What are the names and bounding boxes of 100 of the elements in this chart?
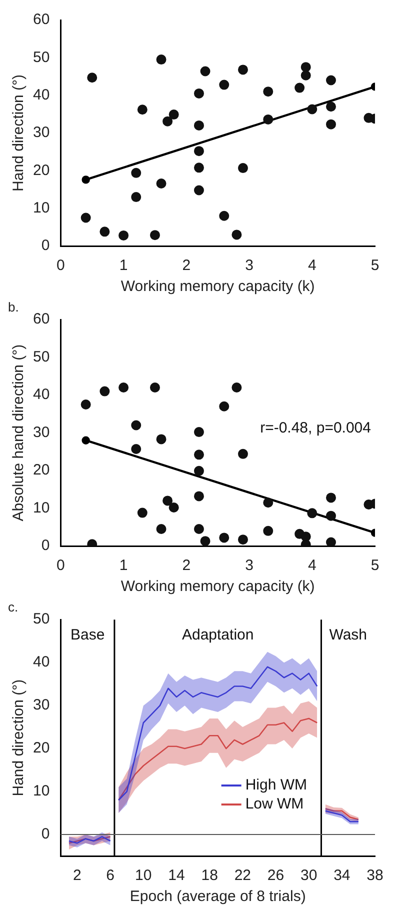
point [300, 70, 311, 80]
point [150, 230, 160, 240]
y-tick-label: 10 [32, 499, 50, 516]
point [238, 448, 248, 459]
chart-title: c. [8, 599, 18, 614]
point [118, 230, 129, 240]
x-tick-label: 2 [182, 257, 191, 274]
x-tick-label: 0 [56, 257, 65, 274]
y-tick-label: 40 [32, 654, 50, 671]
y-tick-label: 40 [32, 86, 50, 104]
chart-title: b. [8, 299, 19, 314]
point [168, 502, 179, 513]
point [168, 110, 179, 120]
x-tick-label: 30 [300, 867, 318, 884]
point [194, 185, 204, 196]
y-tick-label: 20 [32, 740, 50, 757]
point [131, 168, 142, 178]
x-axis-title: Working memory capacity (k) [120, 278, 315, 296]
x-tick-label: 34 [334, 867, 350, 884]
x-tick-label: 26 [267, 867, 284, 884]
y-tick-label: 50 [32, 610, 50, 628]
annotation: r=-0.48, p=0.004 [260, 419, 371, 436]
annotation: Adaptation [182, 626, 254, 644]
point [194, 450, 204, 460]
x-tick-label: 4 [308, 557, 316, 574]
x-tick-label: 3 [245, 557, 254, 574]
point [156, 54, 166, 65]
point [219, 401, 230, 412]
point [131, 192, 142, 202]
point [232, 382, 242, 393]
point [232, 230, 242, 240]
x-tick-label: 18 [201, 867, 218, 884]
point [263, 114, 274, 124]
y-tick-label: 20 [32, 462, 50, 479]
x-tick-label: 38 [366, 867, 384, 884]
point [194, 162, 204, 173]
point [80, 212, 91, 223]
point [80, 400, 91, 410]
legend-label: High WM [245, 776, 307, 794]
point [137, 508, 148, 518]
point [131, 444, 142, 454]
x-tick-label: 22 [234, 867, 251, 884]
point [162, 496, 173, 506]
y-axis-title: Hand direction (°) [10, 679, 28, 796]
point [307, 508, 318, 518]
point [156, 524, 166, 534]
point [162, 116, 173, 126]
point [194, 88, 204, 98]
point [194, 491, 204, 502]
x-tick-label: 2 [73, 867, 82, 884]
point [219, 210, 230, 221]
point [326, 492, 336, 503]
y-tick-label: 60 [32, 310, 50, 328]
y-tick-label: 0 [41, 237, 50, 254]
point [156, 178, 166, 188]
x-tick-label: 1 [119, 257, 128, 274]
point [219, 532, 230, 543]
point [150, 382, 160, 393]
point [194, 427, 204, 438]
x-tick-label: 10 [135, 867, 152, 884]
x-tick-label: 6 [106, 867, 114, 884]
annotation: Base [70, 626, 105, 644]
x-tick-label: 1 [119, 557, 128, 574]
y-axis-title: Hand direction (°) [10, 74, 28, 192]
y-tick-label: 50 [32, 348, 50, 366]
y-tick-label: 30 [32, 424, 50, 441]
point [100, 226, 110, 237]
x-tick-label: 4 [308, 257, 316, 274]
x-tick-label: 5 [370, 557, 380, 574]
x-tick-label: 14 [168, 867, 185, 884]
x-tick-label: 5 [370, 257, 380, 274]
x-tick-label: 2 [182, 557, 191, 574]
y-tick-label: 40 [32, 386, 50, 404]
point [326, 510, 336, 521]
y-tick-label: 10 [32, 782, 50, 800]
point [200, 536, 210, 546]
point [326, 102, 336, 112]
point [238, 163, 248, 174]
x-tick-label: 3 [245, 257, 254, 274]
point [238, 64, 248, 75]
point [194, 120, 204, 130]
point [194, 524, 204, 534]
y-tick-label: 60 [32, 11, 50, 28]
y-tick-label: 10 [32, 199, 50, 216]
point [263, 86, 274, 97]
y-axis-title: Absolute hand direction (°) [10, 344, 28, 522]
point [307, 104, 318, 114]
point [194, 146, 204, 156]
point [294, 82, 305, 93]
point [238, 534, 248, 545]
point [200, 66, 210, 76]
point [300, 62, 311, 72]
point [137, 104, 148, 115]
point [118, 382, 129, 393]
point [100, 386, 110, 396]
x-axis-title: Working memory capacity (k) [120, 578, 315, 596]
point [263, 526, 274, 536]
x-axis-title: Epoch (average of 8 trials) [130, 888, 306, 906]
point [156, 434, 166, 444]
y-tick-label: 0 [41, 826, 50, 843]
